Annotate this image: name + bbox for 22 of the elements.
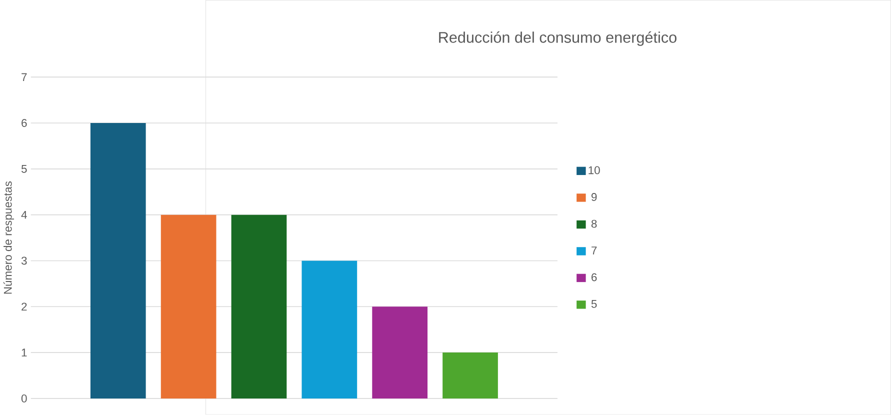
bar bbox=[90, 123, 146, 399]
legend-label: 10 bbox=[588, 166, 600, 174]
legend-label: 8 bbox=[591, 220, 597, 228]
y-axis-title: Número de respuestas bbox=[3, 181, 14, 294]
y-tick-label: 7 bbox=[22, 73, 27, 82]
y-tick-label: 6 bbox=[22, 119, 27, 128]
legend-label: 5 bbox=[591, 300, 597, 308]
bar bbox=[231, 214, 287, 399]
legend-label: 6 bbox=[592, 273, 597, 282]
legend-label: 7 bbox=[592, 246, 597, 254]
y-tick-label: 3 bbox=[21, 256, 27, 265]
y-tick-label: 1 bbox=[22, 348, 27, 356]
y-tick-label: 2 bbox=[22, 302, 27, 311]
y-tick-label: 0 bbox=[21, 394, 27, 403]
chart-title: Reducción del consumo energético bbox=[439, 32, 676, 46]
bar bbox=[160, 214, 216, 399]
legend-label: 9 bbox=[592, 193, 597, 202]
y-tick-label: 4 bbox=[21, 211, 27, 219]
bar bbox=[372, 306, 428, 399]
bar bbox=[442, 352, 498, 399]
bar bbox=[302, 260, 358, 399]
y-tick-label: 5 bbox=[21, 165, 27, 173]
